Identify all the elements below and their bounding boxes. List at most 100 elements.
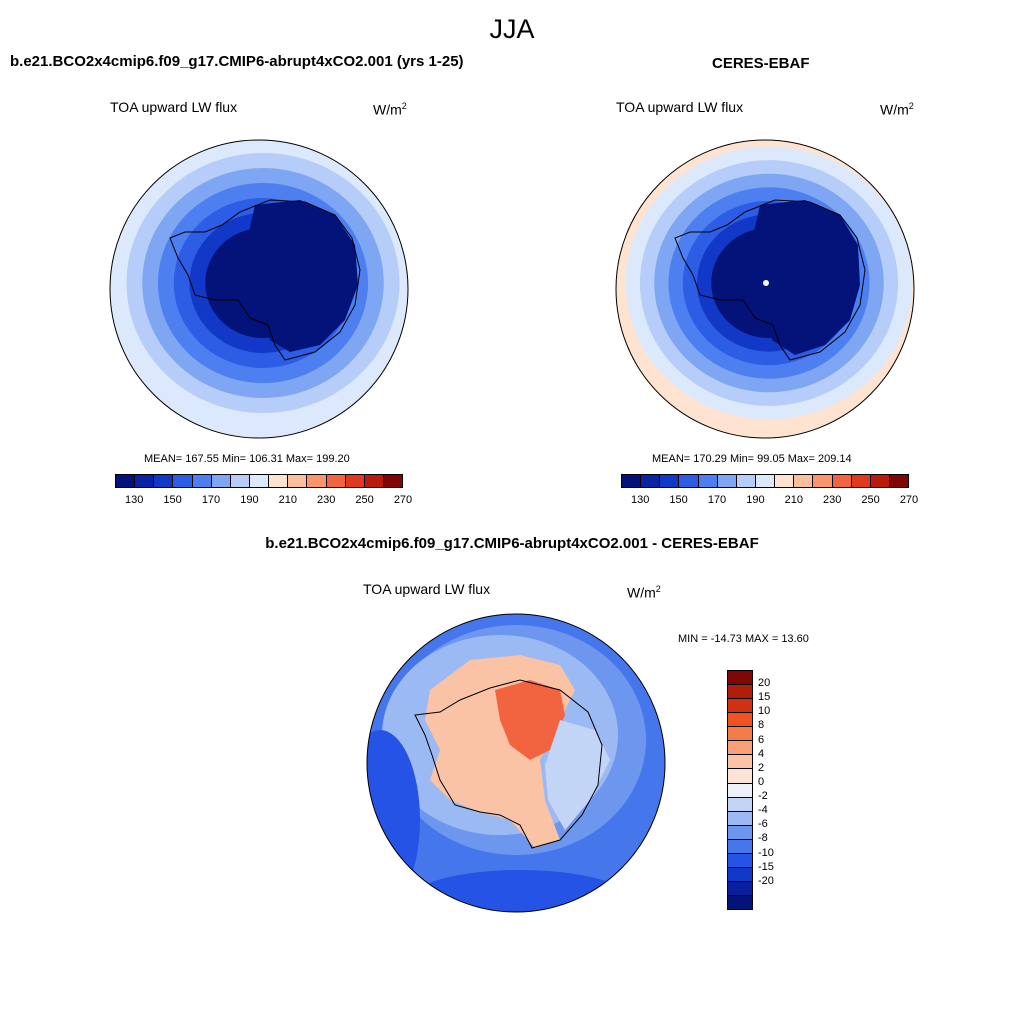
diff-cold-left — [367, 730, 420, 910]
diff-antarctica-coastline — [414, 679, 603, 849]
obs-colorbar-swatch — [698, 475, 718, 487]
model-colorbar-swatch — [288, 475, 308, 487]
diff-colorbar-swatch — [728, 755, 752, 770]
model-contour-ring — [126, 153, 400, 413]
diff-colorbar-swatch — [728, 839, 752, 854]
obs-antarctica-core — [750, 200, 860, 355]
obs-colorbar-swatch — [660, 475, 680, 487]
obs-colorbar-label: 210 — [784, 494, 803, 506]
diff-colorbar-label: 10 — [758, 705, 771, 718]
obs-colorbar-label: 270 — [899, 494, 919, 506]
diff-cold-bottom — [410, 870, 630, 912]
diff-colorbar-swatch — [728, 713, 752, 728]
diff-colorbar-label: 2 — [758, 761, 765, 774]
model-colorbar-swatch — [154, 475, 174, 487]
model-stats: MEAN= 167.55 Min= 106.31 Max= 199.20 — [144, 453, 350, 465]
model-colorbar-swatch — [364, 475, 384, 487]
model-colorbar-swatch — [326, 475, 346, 487]
model-colorbar-label: 190 — [240, 494, 259, 506]
season-title: JJA — [489, 14, 535, 44]
diff-colorbar-swatch — [728, 783, 752, 798]
obs-variable-label: TOA upward LW flux — [616, 99, 744, 115]
obs-colorbar-swatch — [736, 475, 756, 487]
diff-colorbar-label: -6 — [758, 818, 768, 831]
diff-colorbar-label: 0 — [758, 775, 765, 788]
model-colorbar-swatch — [230, 475, 250, 487]
diff-colorbar-label: -4 — [758, 804, 768, 817]
obs-colorbar-label: 130 — [631, 494, 650, 506]
diff-colorbar-swatch — [728, 741, 752, 756]
model-antarctica-coastline — [169, 199, 361, 361]
model-map-border — [109, 139, 409, 439]
model-colorbar-swatch — [192, 475, 212, 487]
diff-colorbar-label: -10 — [758, 846, 774, 859]
model-colorbar-swatch — [173, 475, 193, 487]
obs-colorbar-swatch — [755, 475, 776, 487]
model-colorbar-swatch — [249, 475, 270, 487]
diff-colorbar-label: 8 — [758, 719, 765, 732]
obs-colorbar-swatch — [832, 475, 852, 487]
diff-colorbar-swatch — [728, 896, 752, 910]
diff-colorbar-swatch — [728, 867, 752, 882]
model-colorbar-swatch — [383, 475, 403, 487]
obs-colorbar — [621, 474, 909, 488]
obs-colorbar-swatch — [622, 475, 642, 487]
obs-colorbar-swatch — [717, 475, 737, 487]
model-colorbar-swatch — [116, 475, 136, 487]
obs-colorbar-label: 230 — [823, 494, 842, 506]
obs-stats: MEAN= 170.29 Min= 99.05 Max= 209.14 — [652, 453, 852, 465]
diff-colorbar-label: 15 — [758, 691, 771, 704]
obs-map-border — [615, 139, 915, 439]
obs-colorbar-label: 190 — [746, 494, 765, 506]
diff-ring-mid — [386, 625, 646, 855]
diff-colorbar-swatch — [728, 671, 752, 686]
obs-colorbar-label: 170 — [707, 494, 727, 506]
diff-panel-title: b.e21.BCO2x4cmip6.f09_g17.CMIP6-abrupt4x… — [265, 535, 759, 552]
model-variable-label: TOA upward LW flux — [110, 99, 238, 115]
obs-polar-map — [616, 140, 914, 438]
diff-colorbar-swatch — [728, 699, 752, 714]
obs-colorbar-label: 250 — [861, 494, 880, 506]
diff-colorbar-label: -20 — [758, 874, 774, 887]
model-contour-ring — [189, 213, 337, 353]
diff-colorbar-swatch — [728, 685, 752, 700]
model-colorbar-label: 150 — [163, 494, 182, 506]
obs-colorbar-swatch — [889, 475, 909, 487]
obs-contour-ring — [654, 173, 884, 393]
model-colorbar-labels: 130 150 170 190 210 230 250 270 — [115, 494, 412, 508]
model-colorbar-swatch — [269, 475, 289, 487]
diff-colorbar-swatch — [728, 811, 752, 826]
obs-colorbar-swatch — [813, 475, 833, 487]
diff-colorbar — [727, 670, 753, 910]
model-colorbar-label: 230 — [317, 494, 336, 506]
diff-colorbar-labels: 20 15 10 8 6 4 2 0 -2 -4 -6 -8 -10 -15 -20 — [758, 670, 798, 910]
obs-colorbar-swatch — [641, 475, 661, 487]
diff-ring-inner — [382, 635, 618, 835]
model-colorbar-label: 170 — [201, 494, 221, 506]
obs-colorbar-swatch — [775, 475, 795, 487]
model-colorbar-swatch — [307, 475, 327, 487]
diff-colorbar-label: -2 — [758, 790, 768, 803]
model-colorbar-label: 250 — [355, 494, 374, 506]
obs-panel-title: CERES-EBAF — [712, 55, 810, 72]
diff-units-label: W/m2 — [627, 584, 661, 601]
obs-antarctica-coastline — [674, 199, 866, 361]
diff-colorbar-swatch — [728, 825, 752, 840]
obs-colorbar-label: 150 — [669, 494, 688, 506]
obs-colorbar-swatch — [679, 475, 699, 487]
model-colorbar — [115, 474, 403, 488]
model-colorbar-swatch — [345, 475, 365, 487]
diff-colorbar-swatch — [728, 853, 752, 868]
diff-colorbar-swatch — [728, 727, 752, 742]
diff-colorbar-label: 20 — [758, 677, 771, 690]
diff-polar-map — [367, 614, 665, 912]
obs-contour-ring — [697, 214, 841, 352]
model-contour-ring — [158, 183, 368, 383]
diff-colorbar-label: 4 — [758, 747, 765, 760]
model-colorbar-label: 210 — [278, 494, 297, 506]
diff-colorbar-swatch — [728, 797, 752, 812]
obs-units-label: W/m2 — [880, 101, 914, 118]
model-contour-ring — [205, 228, 321, 338]
obs-colorbar-swatch — [870, 475, 890, 487]
diff-cool-sector — [545, 720, 610, 830]
